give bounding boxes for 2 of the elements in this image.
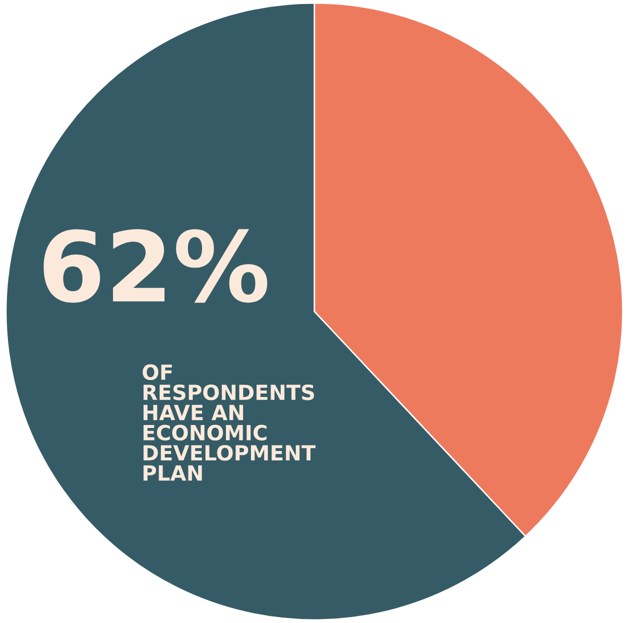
data-label: 62% bbox=[44, 229, 268, 303]
text: OF RESPONDENTS HAVE AN ECONOMIC DEVELOPMENT PLAN bbox=[142, 364, 316, 481]
